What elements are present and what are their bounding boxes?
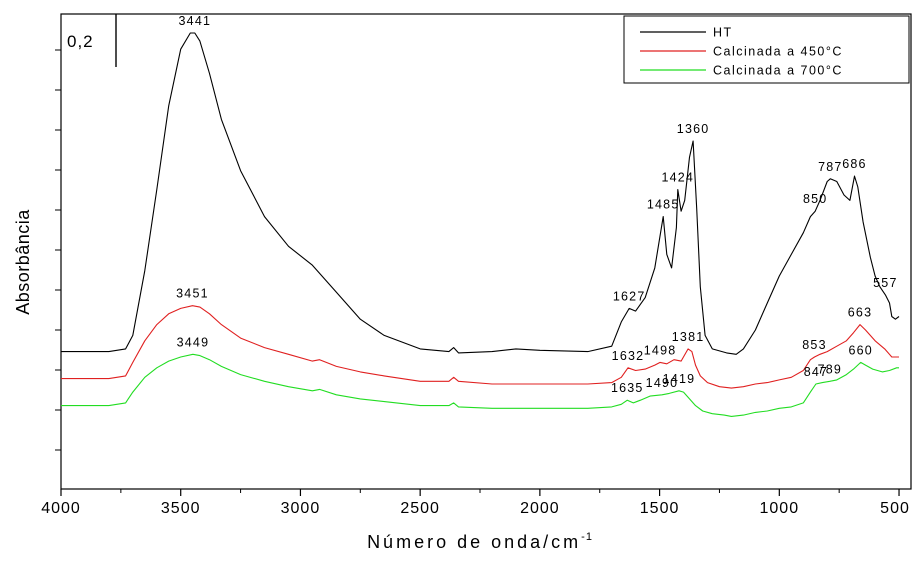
peak-label: 1419	[663, 372, 696, 386]
peak-label: 3449	[177, 335, 210, 349]
x-ticks: 4000 3500 3000 2500 2000 1500 1000 500	[41, 489, 910, 517]
peak-label: 1360	[677, 122, 710, 136]
series-layer	[61, 32, 900, 417]
x-tick-label: 2000	[520, 500, 560, 517]
peak-label: 660	[848, 343, 872, 357]
x-axis-title: Número de onda/cm-1	[367, 531, 593, 552]
legend-box	[623, 15, 910, 84]
peak-label: 850	[803, 192, 827, 206]
scale-bar: 0,2	[67, 14, 117, 67]
peak-label: 1490	[646, 376, 679, 390]
x-axis-title-superscript: -1	[581, 531, 593, 543]
peak-label: 1424	[661, 171, 694, 185]
scale-bar-label: 0,2	[67, 32, 94, 51]
plot-frame	[60, 13, 912, 490]
series-line-1	[61, 305, 899, 389]
legend-label: HT	[713, 26, 733, 40]
peak-label: 1381	[672, 330, 705, 344]
peak-label: 3451	[176, 287, 209, 301]
y-ticks	[55, 49, 61, 451]
series-line-2	[61, 353, 899, 417]
legend-label: Calcinada a 450°C	[713, 45, 843, 59]
peak-label: 557	[873, 276, 897, 290]
peak-label: 1635	[611, 381, 644, 395]
series-line-0	[61, 32, 900, 355]
peak-label: 663	[848, 306, 872, 320]
x-tick-label: 3000	[281, 500, 321, 517]
peak-labels: 3441 1627 1485 1424 1360 850 787 686 557 3451 1632…	[176, 14, 897, 395]
x-tick-label: 500	[880, 500, 910, 517]
peak-label: 1627	[613, 289, 646, 303]
x-tick-label: 4000	[41, 500, 81, 517]
peak-label: 789	[818, 362, 842, 376]
x-tick-label: 2500	[400, 500, 440, 517]
x-tick-label: 1500	[640, 500, 680, 517]
peak-label: 1498	[644, 343, 677, 357]
peak-label: 3441	[179, 14, 212, 28]
x-tick-label: 3500	[161, 500, 201, 517]
legend-label: Calcinada a 700°C	[713, 64, 843, 78]
peak-label: 686	[842, 157, 866, 171]
x-tick-label: 1000	[760, 500, 800, 517]
peak-label: 1632	[612, 349, 645, 363]
y-axis-title: Absorbância	[13, 209, 33, 315]
peak-label: 847	[804, 365, 828, 379]
peak-label: 853	[802, 338, 826, 352]
legend: HT Calcinada a 450°C Calcinada a 700°C	[623, 15, 910, 84]
peak-label: 787	[818, 160, 842, 174]
peak-label: 1485	[647, 198, 680, 212]
x-axis-title-text: Número de onda/cm	[367, 532, 581, 552]
